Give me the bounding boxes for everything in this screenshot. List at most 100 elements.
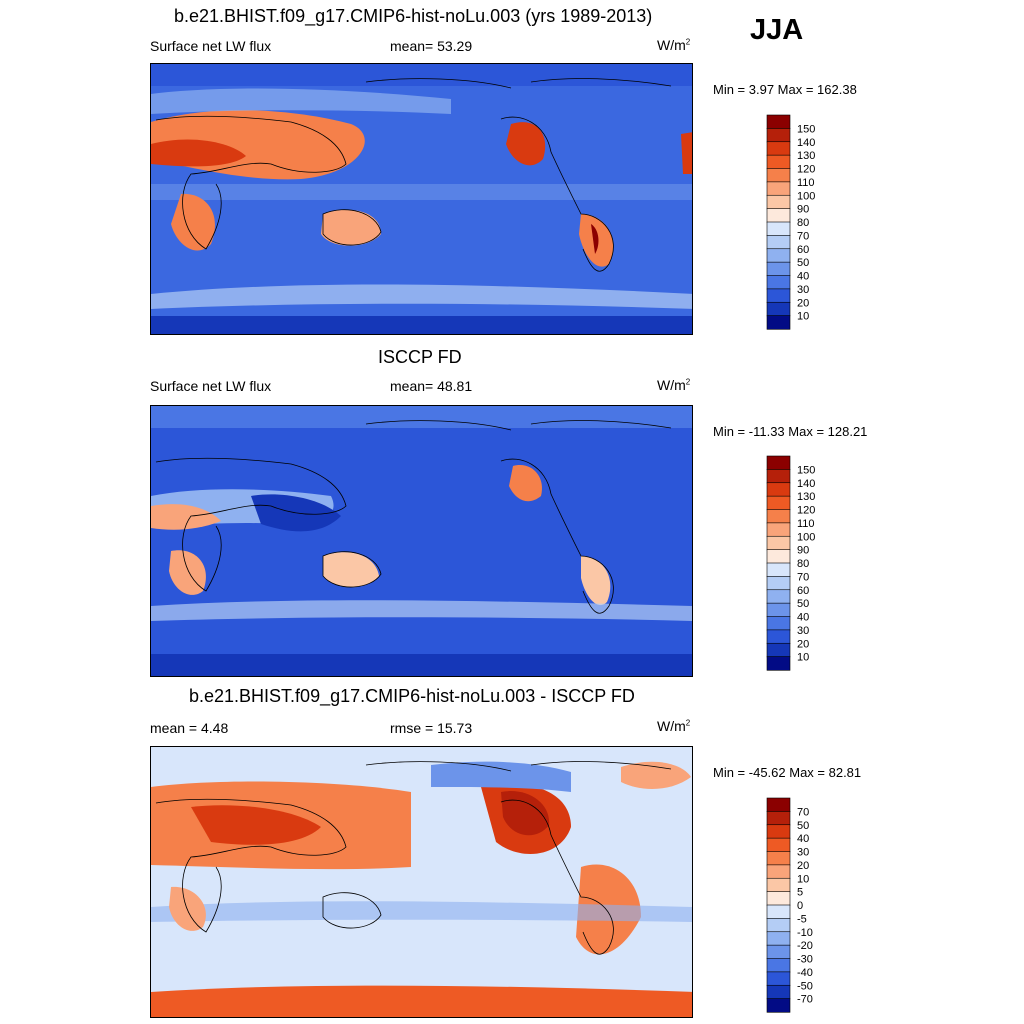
colorbar-3-swatch — [766, 998, 791, 1013]
panel-2-mean: mean= 48.81 — [390, 378, 473, 394]
colorbar-1-swatch — [766, 248, 791, 263]
colorbar-2-swatch — [766, 482, 791, 497]
colorbar-1-swatch — [766, 181, 791, 196]
colorbar-1-swatch — [766, 221, 791, 236]
colorbar-1-swatch — [766, 128, 791, 143]
colorbar-1-tick-label: 30 — [797, 284, 809, 296]
colorbar-2-tick-label: 100 — [797, 531, 815, 543]
colorbar-2-swatch — [766, 455, 791, 470]
panel-3-map — [150, 746, 693, 1018]
colorbar-2-tick-label: 110 — [797, 518, 815, 530]
colorbar-1-tick-label: 70 — [797, 230, 809, 242]
colorbar-1-tick-label: 120 — [797, 164, 815, 176]
colorbar-3-swatch — [766, 971, 791, 986]
season-label: JJA — [750, 14, 804, 46]
colorbar-3-tick-label: 40 — [797, 833, 809, 845]
colorbar-2-tick-label: 130 — [797, 491, 815, 503]
colorbar-2-swatch — [766, 602, 791, 618]
colorbar-1-tick-label: 10 — [797, 311, 809, 323]
panel-1-units: W/m2 — [657, 37, 691, 53]
colorbar-1-tick-label: 60 — [797, 244, 809, 256]
colorbar-2-swatch — [766, 589, 791, 604]
panel-1-colorbar: 150 140 130 120 110 100 90 80 70 60 50 40 30 20 10 — [766, 114, 815, 330]
colorbar-3-swatch — [766, 851, 791, 866]
panel-1-map — [150, 63, 693, 335]
panel-2-title: ISCCP FD — [378, 347, 462, 367]
colorbar-1-swatch — [766, 154, 791, 170]
panel-2-minmax: Min = -11.33 Max = 128.21 — [713, 424, 868, 439]
colorbar-1-swatch — [766, 288, 791, 303]
colorbar-2-tick-label: 90 — [797, 545, 809, 557]
colorbar-1-tick-label: 130 — [797, 150, 815, 162]
colorbar-2-swatch — [766, 656, 791, 671]
colorbar-2-swatch — [766, 576, 791, 591]
colorbar-3-tick-label: 20 — [797, 860, 809, 872]
colorbar-3-tick-label: 50 — [797, 820, 809, 832]
colorbar-2-tick-label: 40 — [797, 612, 809, 624]
panel-3-units: W/m2 — [657, 718, 691, 734]
colorbar-2-swatch — [766, 629, 791, 644]
colorbar-3-swatch — [766, 904, 791, 919]
colorbar-1-swatch — [766, 141, 791, 156]
colorbar-1-tick-label: 150 — [797, 123, 815, 135]
colorbar-1-swatch — [766, 315, 791, 330]
colorbar-3-tick-label: -50 — [797, 980, 813, 992]
colorbar-3-swatch — [766, 891, 791, 906]
colorbar-3-swatch — [766, 797, 791, 812]
colorbar-1-swatch — [766, 275, 791, 290]
colorbar-2-tick-label: 70 — [797, 571, 809, 583]
colorbar-1-tick-label: 90 — [797, 204, 809, 216]
colorbar-2-swatch — [766, 509, 791, 524]
colorbar-3-tick-label: -5 — [797, 913, 807, 925]
colorbar-2-swatch — [766, 562, 791, 577]
colorbar-3-tick-label: -40 — [797, 967, 813, 979]
colorbar-1-tick-label: 110 — [797, 177, 815, 189]
colorbar-1-swatch — [766, 261, 791, 277]
panel-2-colorbar: 150 140 130 120 110 100 90 80 70 60 50 40 30 20 10 — [766, 455, 815, 671]
colorbar-2-tick-label: 20 — [797, 638, 809, 650]
panel-1-title: b.e21.BHIST.f09_g17.CMIP6-hist-noLu.003 … — [174, 6, 653, 26]
panel-2-variable: Surface net LW flux — [150, 378, 272, 394]
panel-3-mean: mean = 4.48 — [150, 720, 229, 736]
colorbar-3-tick-label: 30 — [797, 847, 809, 859]
colorbar-3-swatch — [766, 958, 791, 973]
colorbar-3-swatch — [766, 877, 791, 893]
colorbar-2-tick-label: 30 — [797, 625, 809, 637]
colorbar-2-tick-label: 80 — [797, 558, 809, 570]
colorbar-1-tick-label: 80 — [797, 217, 809, 229]
colorbar-3-tick-label: 0 — [797, 900, 803, 912]
panel-2-map — [150, 405, 693, 677]
colorbar-1-tick-label: 140 — [797, 137, 815, 149]
colorbar-3-swatch — [766, 918, 791, 933]
colorbar-3-tick-label: -10 — [797, 927, 813, 939]
panel-1-variable: Surface net LW flux — [150, 38, 272, 54]
colorbar-2-tick-label: 120 — [797, 505, 815, 517]
colorbar-2-tick-label: 60 — [797, 585, 809, 597]
colorbar-2-tick-label: 10 — [797, 652, 809, 664]
panel-3-title: b.e21.BHIST.f09_g17.CMIP6-hist-noLu.003 … — [189, 686, 635, 706]
colorbar-2-swatch — [766, 495, 791, 511]
colorbar-3-tick-label: -70 — [797, 994, 813, 1006]
colorbar-3-swatch — [766, 944, 791, 960]
colorbar-3-tick-label: -20 — [797, 940, 813, 952]
colorbar-3-swatch — [766, 837, 791, 853]
colorbar-3-tick-label: 10 — [797, 873, 809, 885]
colorbar-3-tick-label: 70 — [797, 806, 809, 818]
panel-3-colorbar: 70 50 40 30 20 10 5 0 -5 -10 -20 -30 -40 -50 -70 — [766, 797, 813, 1013]
panel-3-rmse: rmse = 15.73 — [390, 720, 473, 736]
colorbar-1-swatch — [766, 235, 791, 250]
colorbar-3-swatch — [766, 984, 791, 1000]
colorbar-2-swatch — [766, 549, 791, 564]
colorbar-3-swatch — [766, 824, 791, 839]
colorbar-1-swatch — [766, 208, 791, 223]
colorbar-1-tick-label: 50 — [797, 257, 809, 269]
panel-1-minmax: Min = 3.97 Max = 162.38 — [713, 82, 857, 97]
colorbar-2-swatch — [766, 642, 791, 658]
colorbar-3-swatch — [766, 864, 791, 879]
colorbar-3-tick-label: -30 — [797, 954, 813, 966]
colorbar-1-swatch — [766, 194, 791, 210]
panel-3-minmax: Min = -45.62 Max = 82.81 — [713, 765, 862, 780]
colorbar-1-tick-label: 20 — [797, 297, 809, 309]
colorbar-3-tick-label: 5 — [797, 887, 803, 899]
colorbar-1-swatch — [766, 168, 791, 183]
